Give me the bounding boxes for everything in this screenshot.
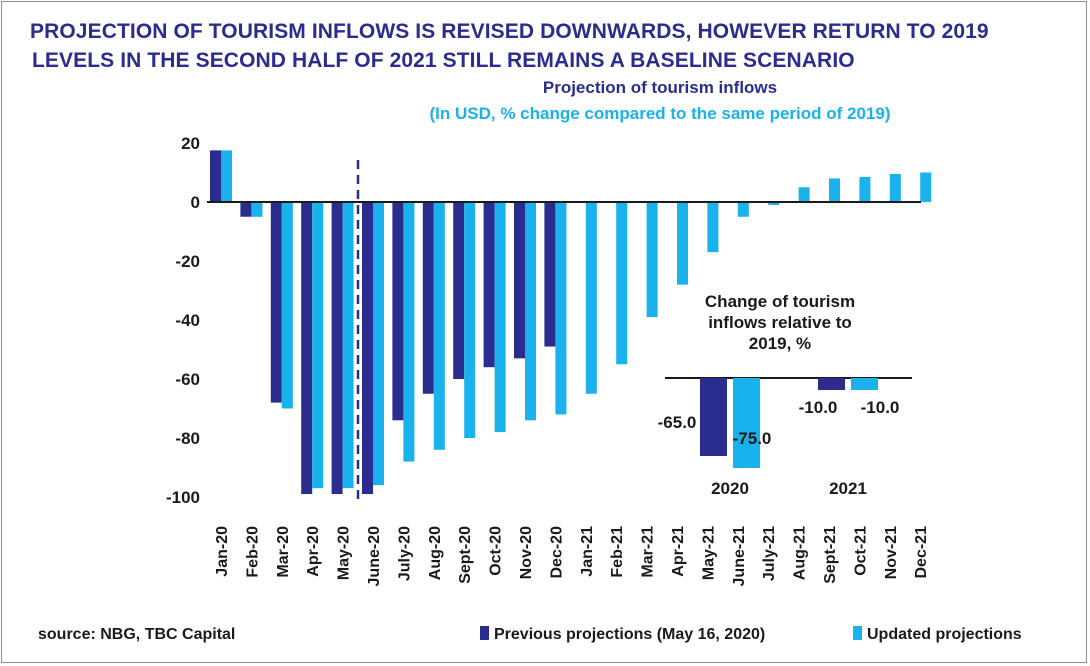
bar-updated xyxy=(768,202,780,205)
bar-previous xyxy=(362,202,373,495)
bar-previous xyxy=(240,202,252,217)
y-tick-label: -100 xyxy=(166,488,200,507)
inset-category-label: 2020 xyxy=(711,479,749,498)
x-tick-label: Jan-21 xyxy=(579,526,596,577)
bar-updated xyxy=(403,202,415,462)
bar-previous xyxy=(392,202,404,421)
y-tick-label: -20 xyxy=(175,252,200,271)
legend-label-previous: Previous projections (May 16, 2020) xyxy=(494,626,766,643)
bar-updated xyxy=(525,202,536,421)
bar-previous xyxy=(544,202,556,347)
inset-bar-updated xyxy=(851,378,878,390)
bar-updated xyxy=(433,202,445,450)
x-tick-label: Nov-21 xyxy=(883,526,900,579)
x-tick-label: May-20 xyxy=(336,526,353,580)
inset-title: Change of tourism inflows relative to 2019… xyxy=(705,292,855,353)
legend-previous: Previous projections (May 16, 2020) xyxy=(480,626,765,644)
bar-previous xyxy=(331,202,343,495)
bar-updated xyxy=(707,202,719,253)
x-tick-label: June-21 xyxy=(731,526,748,587)
bar-previous xyxy=(483,202,495,368)
bar-updated xyxy=(494,202,506,433)
y-tick-label: -40 xyxy=(175,311,200,330)
bar-updated xyxy=(312,202,324,489)
bar-updated xyxy=(251,202,263,217)
bar-updated xyxy=(342,202,354,489)
inset-bar-previous xyxy=(818,378,845,390)
x-tick-label: Apr-20 xyxy=(305,526,322,577)
bar-updated xyxy=(464,202,476,438)
x-tick-label: Nov-20 xyxy=(518,526,535,579)
x-tick-label: Mar-21 xyxy=(640,526,657,578)
x-tick-label: Jan-20 xyxy=(214,526,231,577)
bar-updated xyxy=(646,202,658,318)
bar-previous xyxy=(514,202,525,359)
bar-updated xyxy=(677,202,688,285)
bar-updated xyxy=(859,176,871,202)
bar-previous xyxy=(270,202,282,403)
chart-title-line-1: PROJECTION OF TOURISM INFLOWS IS REVISED… xyxy=(30,20,989,43)
inset-value-label-updated: -10.0 xyxy=(861,398,900,417)
bar-updated xyxy=(920,172,932,202)
chart-subtitle: Projection of tourism inflows xyxy=(542,78,778,97)
bar-updated xyxy=(737,202,749,217)
bar-updated xyxy=(829,178,840,202)
chart-title-line-2: LEVELS IN THE SECOND HALF OF 2021 STILL … xyxy=(32,49,855,72)
legend-swatch-previous xyxy=(480,626,489,640)
inset-value-label-previous: -65.0 xyxy=(658,413,697,432)
chart-units-note: (In USD, % change compared to the same p… xyxy=(429,104,891,123)
bar-updated xyxy=(555,202,567,415)
x-tick-label: Feb-20 xyxy=(244,526,261,578)
x-tick-label: Dec-20 xyxy=(548,526,565,579)
x-tick-label: Sept-21 xyxy=(822,526,839,584)
inset-bar-previous xyxy=(700,378,727,456)
main-chart: 20 0 -20 -40 -60 -80 -100 Jan-20 Feb-20 Mar-20 Apr… xyxy=(166,134,932,587)
bar-previous xyxy=(453,202,465,379)
bar-updated xyxy=(585,202,597,394)
y-tick-label: -60 xyxy=(175,370,200,389)
inset-category-label: 2021 xyxy=(829,479,867,498)
x-tick-label: July-21 xyxy=(761,526,778,581)
x-tick-label: Oct-21 xyxy=(852,526,869,576)
inset-value-label-previous: -10.0 xyxy=(799,398,838,417)
x-tick-label: Apr-21 xyxy=(670,526,687,577)
legend-updated: Updated projections xyxy=(853,626,1022,644)
x-tick-label: Feb-21 xyxy=(609,526,626,578)
legend-label-updated: Updated projections xyxy=(867,626,1022,643)
bar-previous xyxy=(301,202,313,495)
legend-swatch-updated xyxy=(853,626,862,640)
x-tick-label: Aug-21 xyxy=(792,526,809,580)
x-tick-label: May-21 xyxy=(700,526,717,580)
bar-updated xyxy=(221,150,232,202)
x-tick-label: Mar-20 xyxy=(275,526,292,578)
y-tick-label: -80 xyxy=(175,429,200,448)
bar-previous xyxy=(210,150,221,202)
bar-updated xyxy=(616,202,628,365)
bar-previous xyxy=(422,202,434,394)
x-tick-label: Sept-20 xyxy=(457,526,474,584)
y-tick-label: 0 xyxy=(191,193,200,212)
bar-updated xyxy=(889,173,901,202)
inset-value-label-updated: -75.0 xyxy=(733,429,772,448)
bar-updated xyxy=(281,202,293,409)
bar-updated xyxy=(798,187,810,202)
x-tick-label: Oct-20 xyxy=(488,526,505,576)
y-tick-label: 20 xyxy=(181,134,200,153)
inset-bar-updated xyxy=(733,378,760,468)
x-tick-label: June-20 xyxy=(366,526,383,587)
x-tick-label: Dec-21 xyxy=(913,526,930,579)
x-tick-label: July-20 xyxy=(396,526,413,581)
bar-updated xyxy=(373,202,384,486)
x-tick-label: Aug-20 xyxy=(427,526,444,580)
source-note: source: NBG, TBC Capital xyxy=(38,626,236,643)
